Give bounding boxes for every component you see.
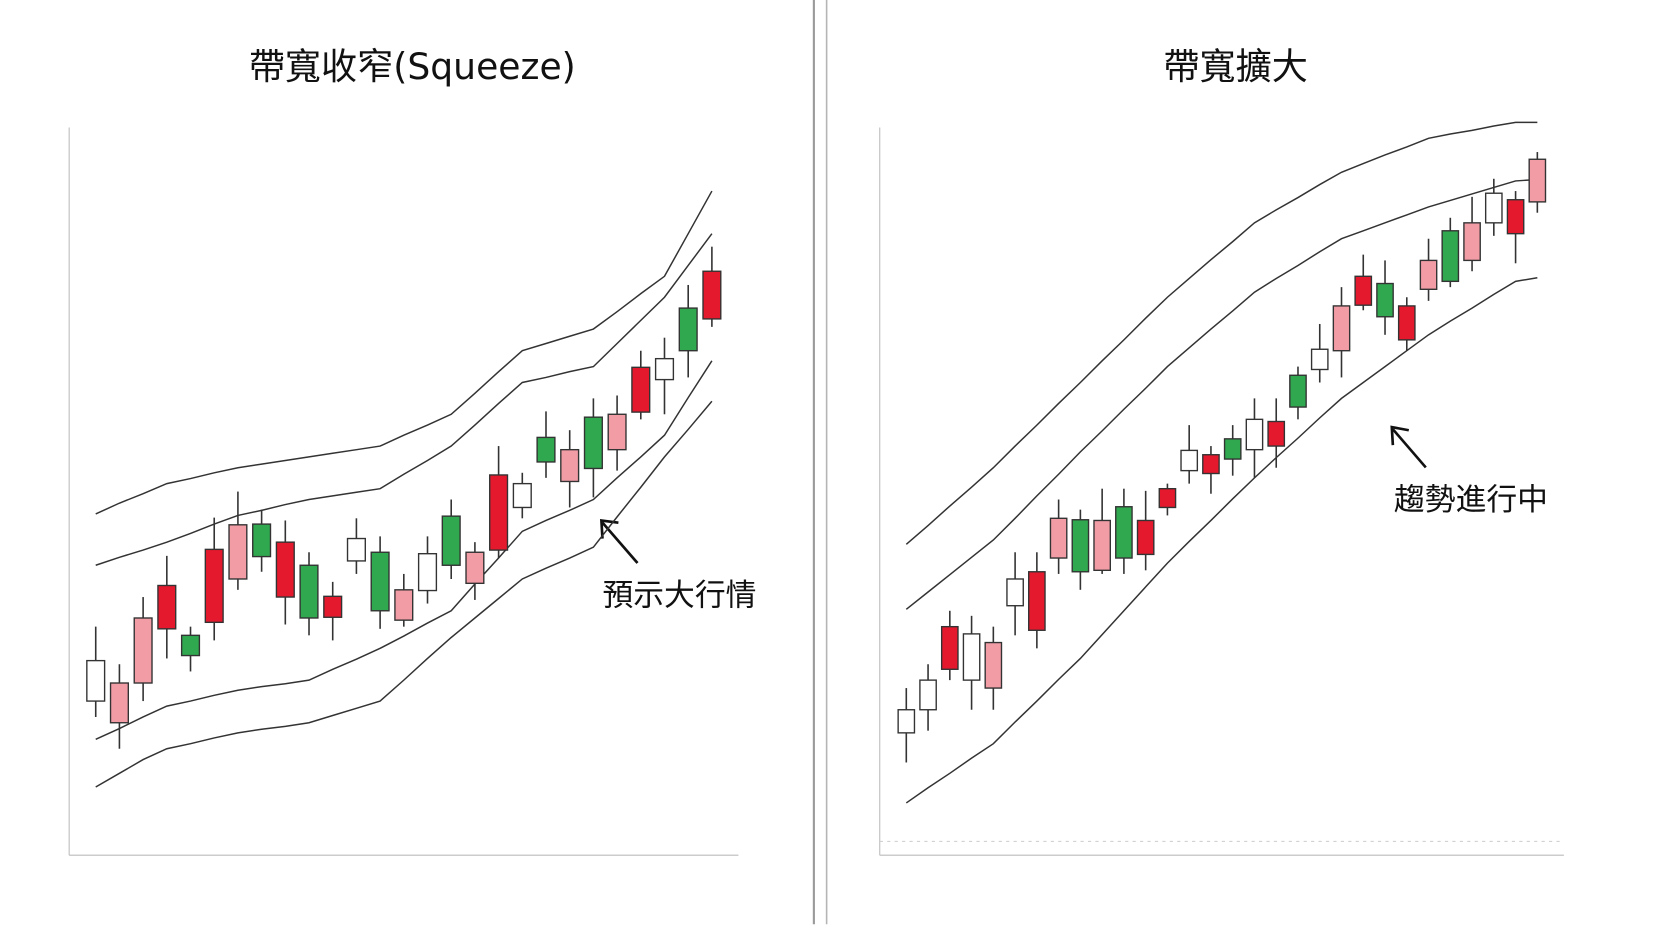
candle-body — [607, 413, 627, 451]
candle-body — [1180, 449, 1199, 472]
band-line — [95, 190, 713, 515]
candle-body — [631, 366, 651, 413]
candle-body — [489, 474, 509, 551]
candle-body — [1289, 374, 1307, 408]
band-line — [905, 277, 1538, 804]
candle-body — [1376, 282, 1394, 318]
candle-body — [417, 553, 438, 592]
candle-body — [1310, 348, 1329, 371]
candle-body — [1528, 158, 1547, 203]
candle-body — [919, 679, 937, 711]
candle-body — [1354, 275, 1373, 306]
candle-body — [1202, 454, 1220, 475]
candle-body — [984, 641, 1003, 689]
candle-body — [1049, 517, 1068, 559]
candle-body — [157, 584, 177, 630]
candle-body — [299, 564, 319, 619]
candle-body — [180, 634, 201, 657]
candle-body — [1006, 578, 1024, 607]
band-line — [95, 360, 713, 741]
candle-body — [1397, 305, 1416, 341]
annotation: 趨勢進行中 — [1394, 482, 1548, 518]
candle-body — [1267, 420, 1286, 447]
candle-body — [346, 537, 366, 562]
chart-title: 帶寬收窄(Squeeze) — [249, 45, 576, 88]
candle-body — [323, 595, 343, 618]
candle-body — [465, 551, 485, 585]
candle-body — [1093, 519, 1111, 572]
candle-body — [109, 682, 129, 724]
candle-body — [1136, 519, 1155, 556]
candle-body — [962, 633, 981, 681]
candle-body — [702, 270, 722, 320]
candle-body — [1158, 487, 1177, 509]
band-line — [905, 121, 1538, 545]
candle-body — [86, 659, 106, 702]
candle-body — [1419, 259, 1438, 290]
candle-body — [536, 436, 556, 463]
candle-body — [204, 548, 224, 624]
annotation: 預示大行情 — [602, 578, 756, 614]
candle-body — [897, 709, 916, 734]
band-line — [95, 233, 713, 566]
candle-body — [1071, 519, 1090, 573]
band-line — [905, 178, 1538, 610]
candle-body — [1332, 305, 1351, 352]
candle-body — [394, 589, 414, 621]
chart-title: 帶寬擴大 — [1163, 45, 1307, 88]
candle-body — [441, 515, 461, 566]
candle-body — [1463, 222, 1481, 262]
arrow — [1390, 425, 1427, 469]
candle-body — [252, 523, 272, 558]
candle-body — [133, 617, 153, 684]
candle-body — [654, 357, 675, 381]
band-line — [95, 400, 713, 788]
candle-body — [275, 541, 295, 598]
candle-body — [678, 307, 698, 352]
candle-body — [940, 625, 959, 670]
candle-body — [228, 524, 248, 580]
candle-body — [512, 482, 532, 509]
candle-body — [370, 551, 390, 612]
candle-body — [1506, 199, 1525, 235]
candle-body — [1245, 418, 1264, 451]
candle-body — [1028, 571, 1046, 631]
candle-body — [1223, 438, 1242, 460]
candle-body — [1484, 192, 1503, 224]
candle-body — [560, 448, 580, 483]
candle-body — [1441, 230, 1460, 283]
candle-body — [1115, 506, 1133, 559]
candle-body — [583, 416, 603, 470]
